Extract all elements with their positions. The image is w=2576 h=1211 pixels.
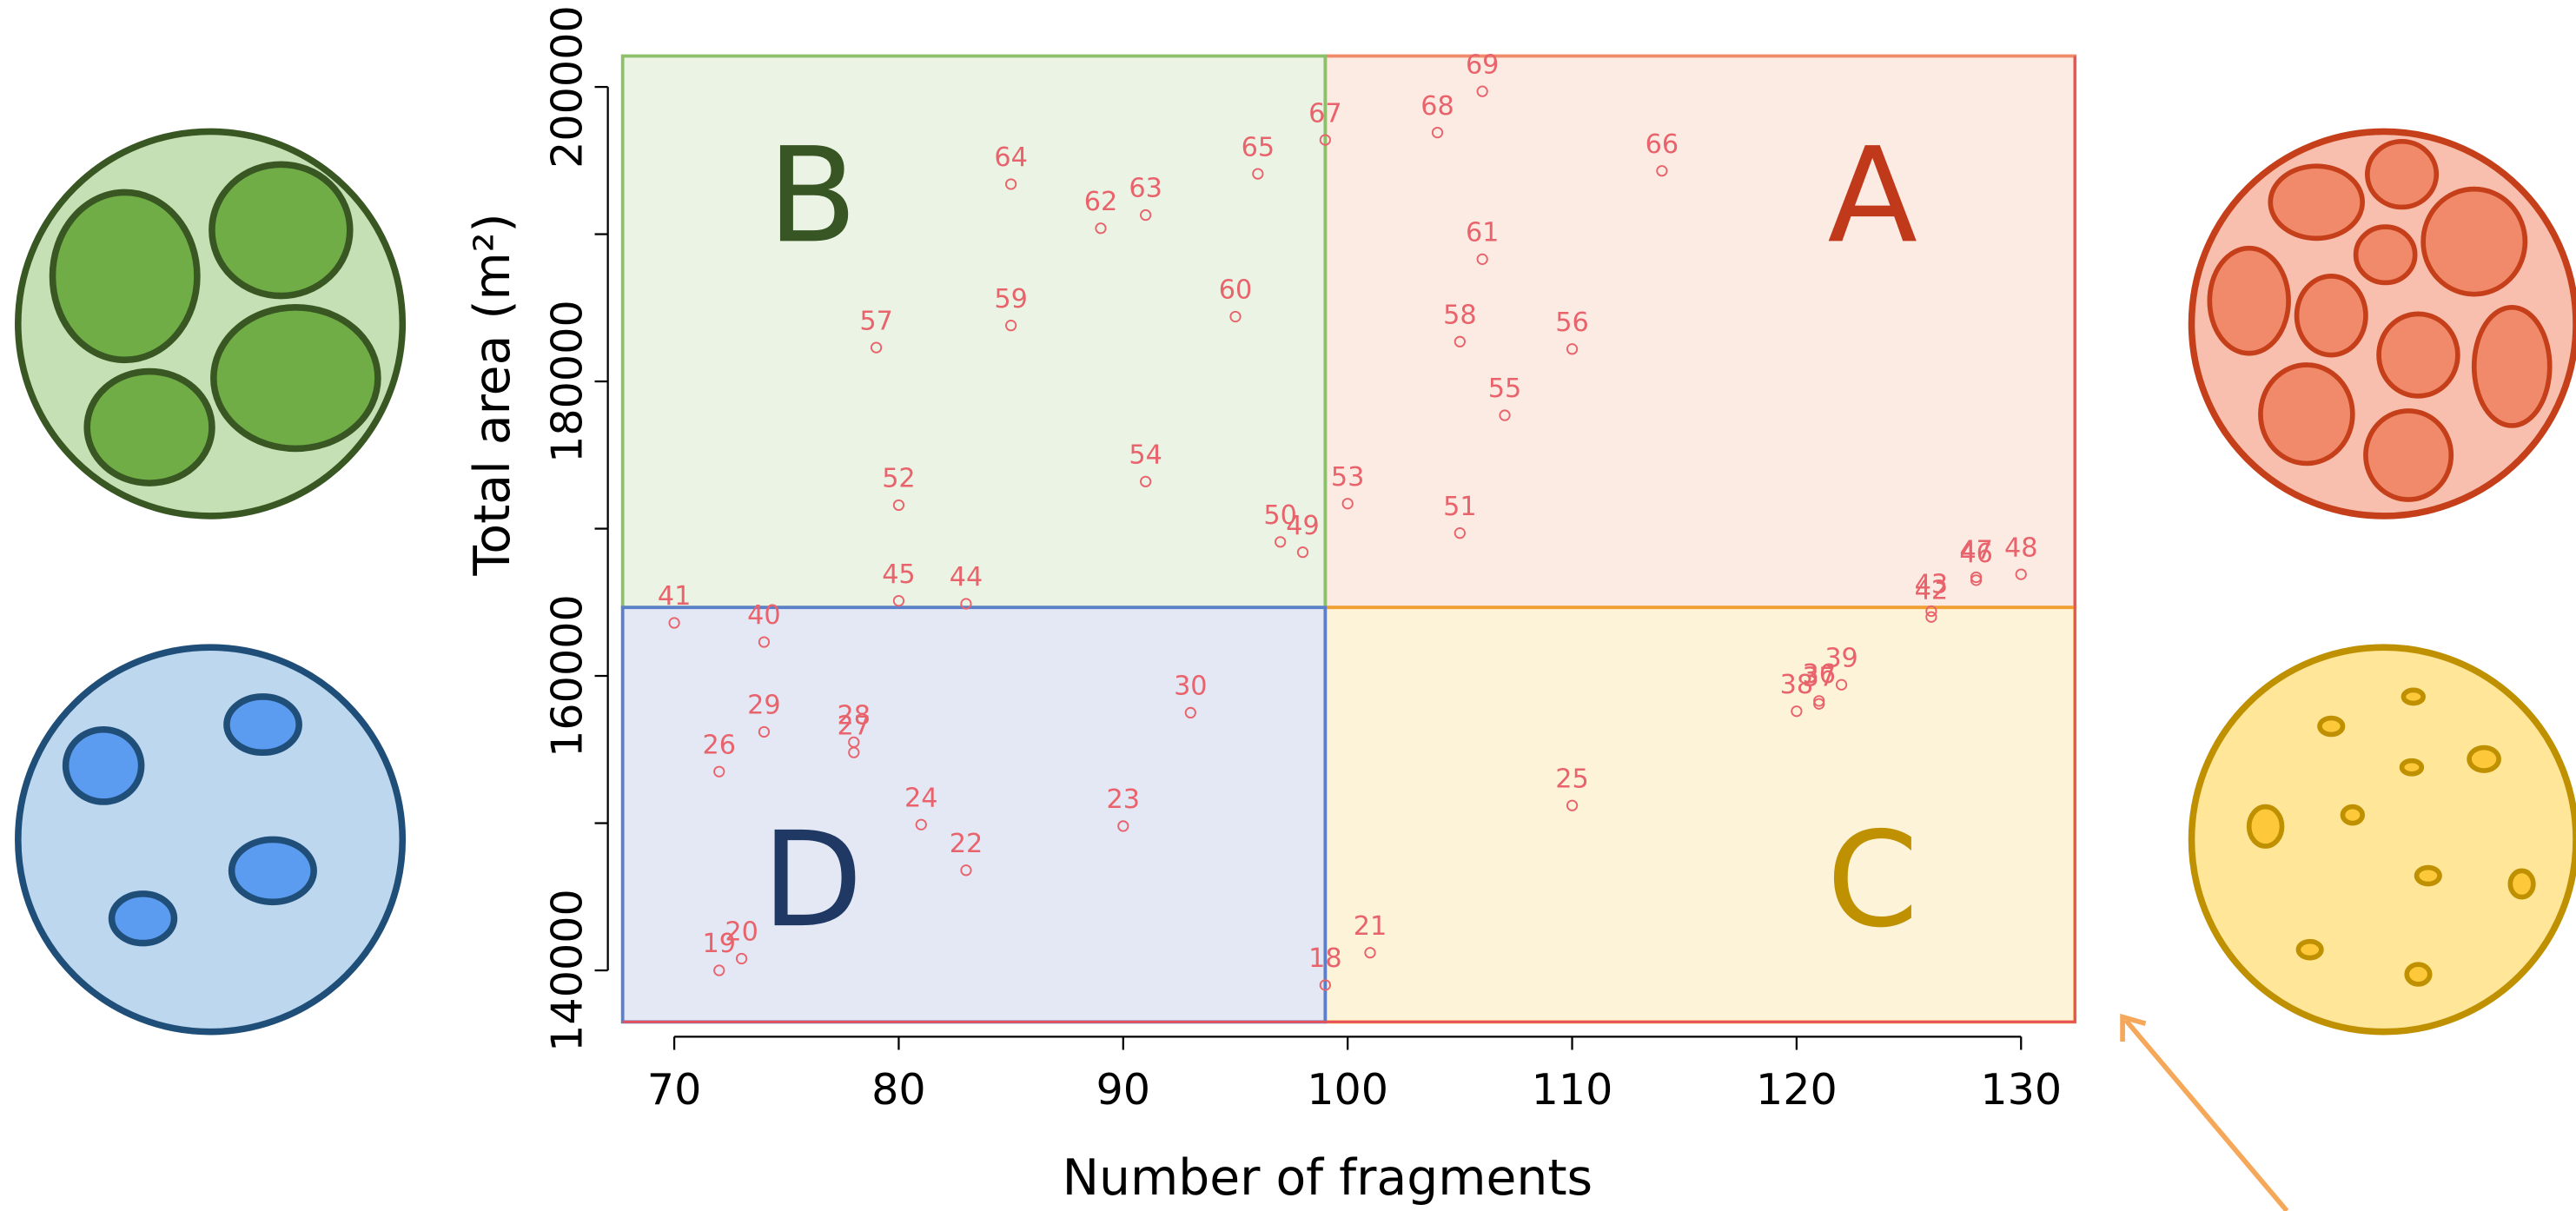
y-tick-label: 160000	[541, 594, 592, 758]
point-label: 52	[882, 464, 916, 494]
region	[623, 56, 1326, 607]
point-label: 26	[703, 730, 737, 760]
point-label: 61	[1466, 218, 1500, 248]
y-axis-title: Total area (m²)	[464, 213, 521, 576]
point-label: 54	[1129, 440, 1162, 471]
point-label: 41	[658, 581, 692, 612]
point-label: 21	[1354, 911, 1387, 942]
x-tick-label: 100	[1307, 1064, 1388, 1115]
point-label: 53	[1331, 462, 1365, 493]
illustration-a	[2192, 131, 2576, 515]
point-label: 51	[1443, 492, 1477, 522]
point-label: 36	[1802, 659, 1836, 690]
region-label: A	[1828, 119, 1917, 272]
x-tick-label: 120	[1756, 1064, 1838, 1115]
y-tick-label: 180000	[541, 300, 592, 463]
point-label: 67	[1308, 98, 1342, 129]
point-label: 44	[950, 562, 983, 592]
region-label: C	[1826, 804, 1918, 956]
illustration-c	[2192, 647, 2576, 1031]
point-label: 57	[859, 306, 893, 336]
point-label: 19	[703, 929, 737, 959]
region	[623, 607, 1326, 1022]
point-label: 46	[1959, 539, 1993, 569]
point-label: 42	[1915, 575, 1949, 606]
x-tick-label: 110	[1532, 1064, 1613, 1115]
chart: Number of fragments Total area (m²) A B C D…	[0, 0, 2576, 1211]
arrow	[2122, 1017, 2287, 1211]
point-label: 64	[994, 142, 1028, 173]
point-label: 48	[2004, 533, 2038, 563]
page: Number of fragments Total area (m²) A B C D…	[0, 0, 2576, 1211]
y-tick-label: 200000	[541, 5, 592, 169]
point-label: 63	[1129, 174, 1162, 204]
point-label: 66	[1646, 129, 1679, 160]
point-label: 56	[1555, 308, 1589, 338]
point-label: 27	[838, 711, 871, 741]
point-label: 58	[1443, 300, 1477, 330]
point-label: 55	[1488, 374, 1522, 404]
region-label: D	[762, 804, 863, 956]
point-label: 45	[882, 559, 916, 590]
point-label: 24	[904, 783, 938, 813]
x-tick-label: 130	[1980, 1064, 2062, 1115]
point-label: 62	[1084, 187, 1118, 217]
x-tick-label: 90	[1096, 1064, 1151, 1115]
x-tick-label: 70	[647, 1064, 702, 1115]
point-label: 40	[747, 600, 781, 631]
x-axis-title: Number of fragments	[1063, 1149, 1593, 1207]
point-label: 22	[950, 829, 983, 859]
point-label: 25	[1555, 764, 1589, 794]
region	[1325, 56, 2075, 607]
point-label: 65	[1242, 132, 1275, 162]
point-label: 69	[1466, 50, 1500, 80]
region-label: B	[767, 119, 858, 272]
point-label: 18	[1308, 943, 1342, 974]
point-label: 29	[747, 691, 781, 721]
region	[1325, 607, 2075, 1022]
illustration-d	[18, 647, 402, 1031]
point-label: 68	[1420, 91, 1454, 122]
point-label: 49	[1286, 511, 1320, 541]
point-label: 23	[1107, 784, 1141, 815]
y-tick-label: 140000	[541, 889, 592, 1052]
x-tick-label: 80	[871, 1064, 926, 1115]
point-label: 30	[1174, 672, 1208, 702]
point-label: 59	[994, 284, 1028, 314]
point-label: 60	[1219, 275, 1253, 306]
illustration-b	[18, 131, 402, 515]
